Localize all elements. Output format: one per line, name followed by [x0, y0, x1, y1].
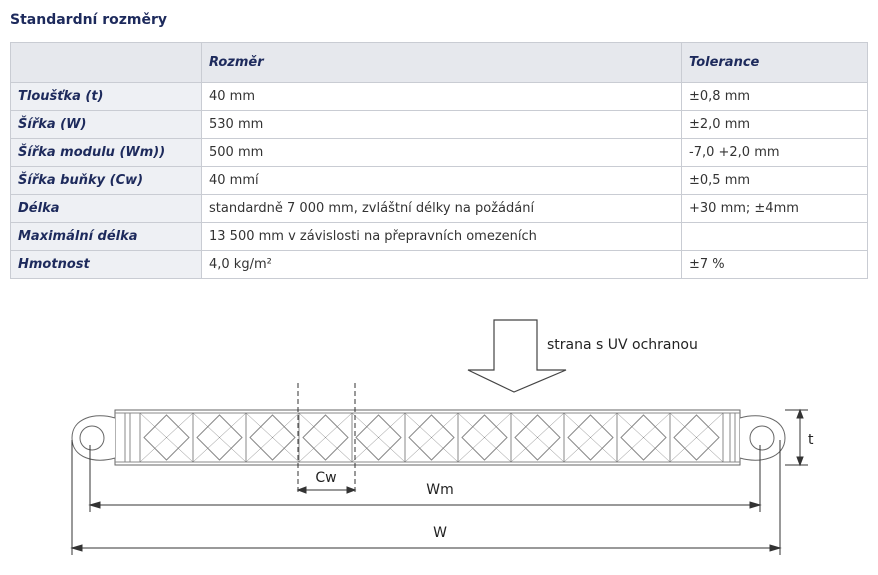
- cell-structure: [669, 412, 724, 463]
- t-label: t: [808, 432, 814, 448]
- cell-structure: [510, 412, 565, 463]
- cw-label: Cw: [315, 470, 336, 486]
- row-label: Maximální délka: [10, 222, 202, 251]
- cell-structure: [298, 412, 353, 463]
- cell-structure: [404, 412, 459, 463]
- table-row: Šířka buňky (Cw) 40 mmí ±0,5 mm: [10, 166, 868, 195]
- row-label: Tloušťka (t): [10, 82, 202, 111]
- cell-structure: [143, 414, 190, 461]
- table-row: Tloušťka (t) 40 mm ±0,8 mm: [10, 82, 868, 111]
- cell-structure: [192, 412, 247, 463]
- cell-structure: [408, 414, 455, 461]
- cell-structure: [461, 414, 508, 461]
- panel: [71, 409, 786, 466]
- cell: 40 mm: [201, 82, 682, 111]
- cell-structure: [620, 414, 667, 461]
- cell-structure: [514, 414, 561, 461]
- cell-structure: [616, 412, 671, 463]
- row-label: Šířka modulu (Wm)): [10, 138, 202, 167]
- cell-structure: [567, 414, 614, 461]
- cell-structure: [245, 412, 300, 463]
- table-row: Maximální délka 13 500 mm v závislosti na…: [10, 222, 868, 251]
- cell: 530 mm: [201, 110, 682, 139]
- uv-label: strana s UV ochranou: [547, 337, 698, 353]
- cell: 500 mm: [201, 138, 682, 167]
- cell-structure: [673, 414, 720, 461]
- row-label: Délka: [10, 194, 202, 223]
- dimensions: [70, 383, 808, 555]
- table-row: Hmotnost 4,0 kg/m² ±7 %: [10, 250, 868, 279]
- cell: -7,0 +2,0 mm: [681, 138, 868, 167]
- cell: standardně 7 000 mm, zvláštní délky na p…: [201, 194, 682, 223]
- cell-structure: [563, 412, 618, 463]
- table-row: Šířka (W) 530 mm ±2,0 mm: [10, 110, 868, 139]
- cell: 40 mmí: [201, 166, 682, 195]
- cell-structure: [302, 414, 349, 461]
- cell-structure: [196, 414, 243, 461]
- dimension-table: Rozměr Tolerance Tloušťka (t) 40 mm ±0,8 mm Š…: [10, 42, 868, 279]
- cell: ±0,8 mm: [681, 82, 868, 111]
- cell-structure: [355, 414, 402, 461]
- wm-label: Wm: [426, 482, 453, 498]
- cell: ±7 %: [681, 250, 868, 279]
- cell-structure: [139, 412, 194, 463]
- uv-arrow: [467, 319, 567, 393]
- table-row: Šířka modulu (Wm)) 500 mm -7,0 +2,0 mm: [10, 138, 868, 167]
- cell: ±0,5 mm: [681, 166, 868, 195]
- header-row: Rozměr Tolerance: [10, 42, 868, 83]
- table-row: Délka standardně 7 000 mm, zvláštní délky…: [10, 194, 868, 223]
- cell-structure: [457, 412, 512, 463]
- title: Standardní rozměry: [10, 12, 168, 28]
- cell: ±2,0 mm: [681, 110, 868, 139]
- cell-structure: [249, 414, 296, 461]
- row-label: Hmotnost: [10, 250, 202, 279]
- cell: 4,0 kg/m²: [201, 250, 682, 279]
- row-label: Šířka (W): [10, 110, 202, 139]
- w-label: W: [433, 525, 447, 541]
- row-label: Šířka buňky (Cw): [10, 166, 202, 195]
- cell-structure: [351, 412, 406, 463]
